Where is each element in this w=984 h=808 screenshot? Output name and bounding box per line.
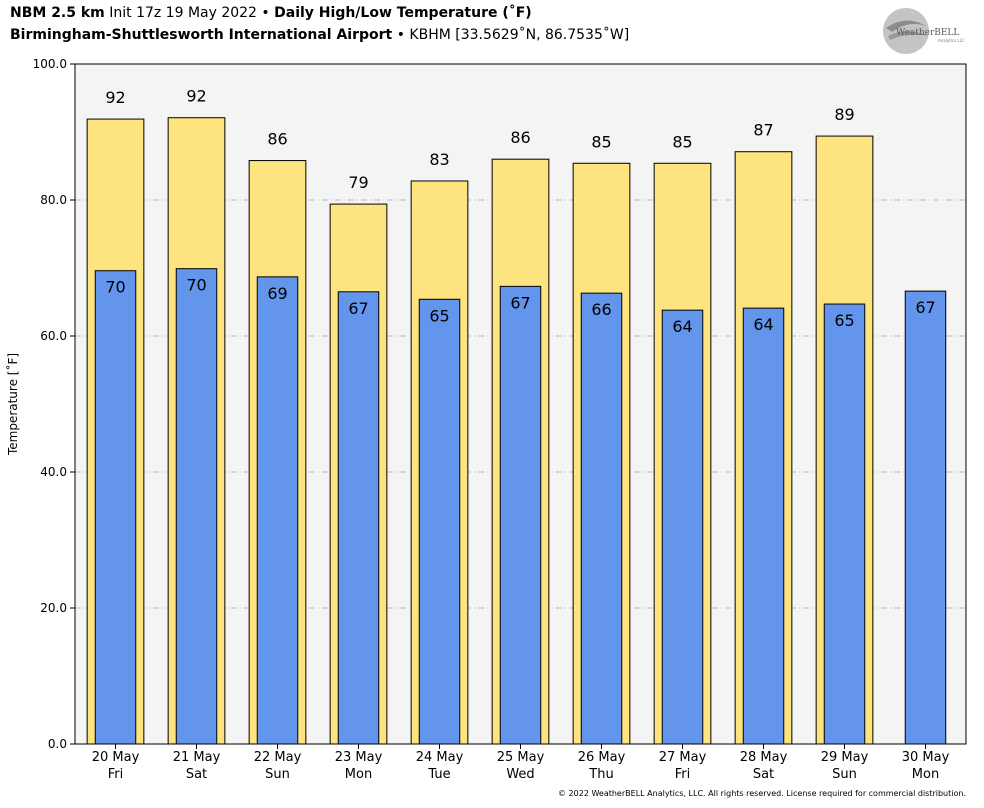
x-tick-date: 20 May [92,750,140,765]
x-tick-day: Sun [832,767,857,782]
high-value-label: 86 [510,128,530,147]
y-tick-label: 60.0 [40,329,67,343]
product-name: Daily High/Low Temperature (˚F) [274,5,532,21]
low-value-label: 67 [915,298,935,317]
low-bar [580,292,623,745]
x-tick-day: Mon [345,767,372,782]
high-value-label: 89 [834,105,854,124]
low-bar [823,303,866,745]
x-tick-date: 30 May [902,750,950,765]
x-tick-day: Thu [588,767,613,782]
low-bar [499,285,542,745]
x-tick-day: Tue [427,767,450,782]
copyright-footer: © 2022 WeatherBELL Analytics, LLC. All r… [558,789,966,798]
x-tick-date: 23 May [335,750,383,765]
chart-title: NBM 2.5 km Init 17z 19 May 2022 • Daily … [10,5,532,21]
high-value-label: 87 [753,121,773,140]
chart-subtitle: Birmingham-Shuttlesworth International A… [10,27,629,43]
y-tick-label: 20.0 [40,601,67,615]
high-value-label: 92 [186,87,206,106]
low-value-label: 70 [186,276,206,295]
low-bar [904,290,947,745]
x-tick-day: Wed [506,767,534,782]
svg-text:Analytics LLC: Analytics LLC [938,38,965,43]
low-value-label: 67 [510,293,530,312]
low-value-label: 64 [672,317,692,336]
weatherbell-logo: WeatherBELL Analytics LLC [878,6,970,56]
x-tick-day: Sun [265,767,290,782]
init-time: Init 17z 19 May 2022 [109,5,257,21]
high-value-label: 85 [672,132,692,151]
title-bullet: • [261,5,270,21]
subtitle-bullet: • [396,27,405,43]
y-tick-label: 0.0 [48,737,67,751]
x-tick-date: 29 May [821,750,869,765]
low-value-label: 65 [834,311,854,330]
x-tick-date: 25 May [497,750,545,765]
low-value-label: 70 [105,278,125,297]
x-tick-day: Fri [108,767,124,782]
low-bar [337,291,380,745]
high-value-label: 85 [591,132,611,151]
high-value-label: 83 [429,150,449,169]
high-value-label: 86 [267,130,287,149]
low-bar [418,298,461,745]
station-info: KBHM [33.5629˚N, 86.7535˚W] [409,27,630,43]
x-tick-date: 26 May [578,750,626,765]
x-tick-day: Fri [675,767,691,782]
low-bar [94,270,137,745]
low-value-label: 66 [591,300,611,319]
x-tick-day: Sat [186,767,207,782]
low-bar [175,268,218,745]
x-tick-day: Mon [912,767,939,782]
y-tick-label: 40.0 [40,465,67,479]
plot-frame [74,63,967,745]
x-tick-date: 24 May [416,750,464,765]
x-tick-date: 28 May [740,750,788,765]
high-value-label: 92 [105,88,125,107]
x-tick-date: 22 May [254,750,302,765]
location-name: Birmingham-Shuttlesworth International A… [10,27,393,43]
x-tick-date: 21 May [173,750,221,765]
model-name: NBM 2.5 km [10,5,105,21]
y-axis-label: Temperature [˚F] [5,353,20,456]
svg-text:WeatherBELL: WeatherBELL [896,28,959,38]
x-tick-day: Sat [753,767,774,782]
y-tick-label: 100.0 [33,57,67,71]
y-tick-label: 80.0 [40,193,67,207]
low-bar [256,276,299,745]
low-value-label: 67 [348,299,368,318]
low-value-label: 64 [753,315,773,334]
low-value-label: 65 [429,306,449,325]
x-tick-date: 27 May [659,750,707,765]
low-value-label: 69 [267,284,287,303]
low-bar [661,309,704,745]
low-bar [742,307,785,745]
high-value-label: 79 [348,173,368,192]
